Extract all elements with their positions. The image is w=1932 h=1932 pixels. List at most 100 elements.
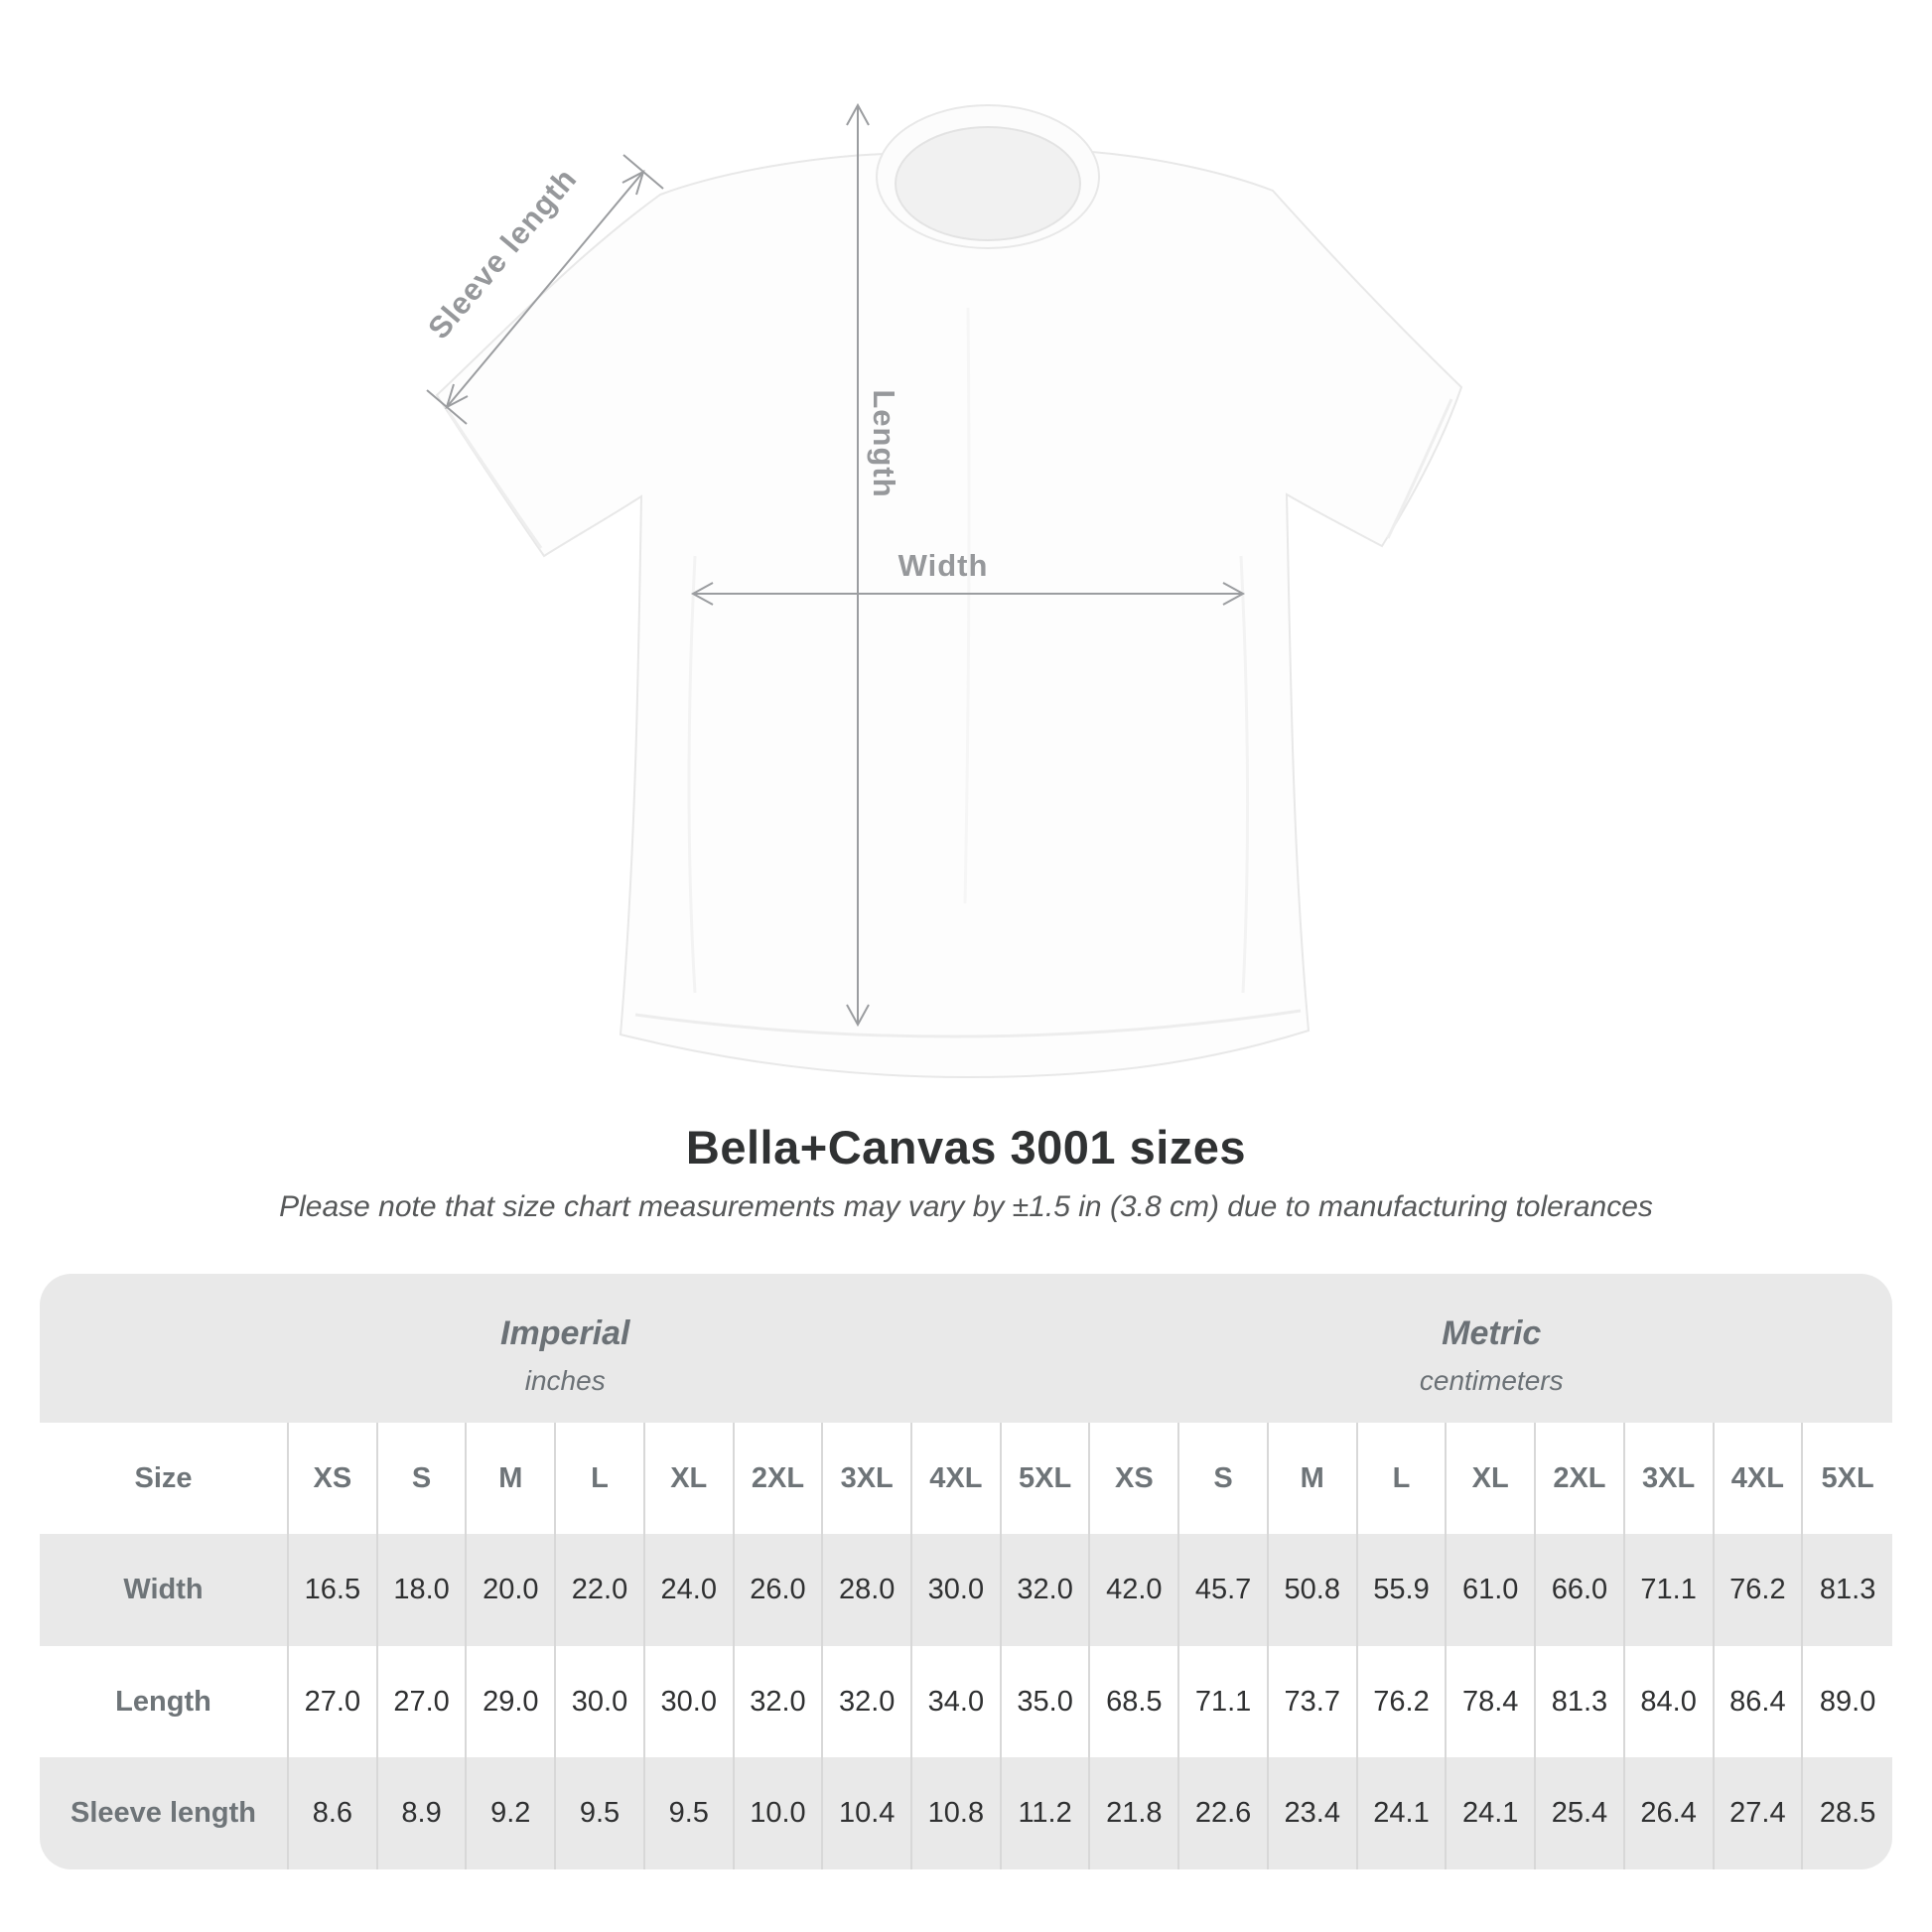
size-header-row: Size XS S M L XL 2XL 3XL 4XL 5XL XS S M … [40,1423,1892,1534]
collar-opening [895,126,1081,241]
cell: 30.0 [645,1646,735,1757]
size-col-header: S [1179,1423,1269,1534]
size-col-header: 5XL [1821,1461,1874,1494]
cell: 55.9 [1358,1534,1448,1646]
page-title: Bella+Canvas 3001 sizes [685,1121,1247,1173]
row-label: Length [40,1646,289,1757]
width-annotation: Width [690,548,1246,606]
cell: 25.4 [1536,1757,1625,1869]
cell: 18.0 [378,1534,468,1646]
row-label: Sleeve length [40,1757,289,1869]
cell: 45.7 [1179,1534,1269,1646]
cell: 61.0 [1447,1534,1537,1646]
size-col-header: M [1269,1423,1358,1534]
tshirt-measurement-diagram: Sleeve length Length Width [421,102,1463,1079]
tshirt-illustration [435,104,1463,1079]
size-col-header: XS [1090,1423,1180,1534]
cell: 66.0 [1536,1534,1625,1646]
cell: 28.5 [1819,1797,1876,1829]
cell: 28.0 [823,1534,913,1646]
fabric-shading [447,307,1453,1038]
cell: 68.5 [1090,1646,1180,1757]
cell: 81.3 [1536,1646,1625,1757]
cell: 9.2 [467,1757,557,1869]
cell: 24.1 [1447,1757,1537,1869]
cell: 27.4 [1715,1757,1804,1869]
cell: 78.4 [1447,1646,1537,1757]
cell: 11.2 [1002,1757,1091,1869]
tshirt-body [435,150,1463,1079]
size-col-header: S [378,1423,468,1534]
cell: 30.0 [912,1534,1002,1646]
cell: 22.6 [1179,1757,1269,1869]
metric-sublabel: centimeters [1419,1364,1564,1396]
table-row-width: Width 16.5 18.0 20.0 22.0 24.0 26.0 28.0… [40,1534,1892,1646]
cell: 32.0 [1002,1534,1091,1646]
cell: 35.0 [1002,1646,1091,1757]
table-row-length: Length 27.0 27.0 29.0 30.0 30.0 32.0 32.… [40,1646,1892,1757]
cell: 22.0 [556,1534,645,1646]
cell: 73.7 [1269,1646,1358,1757]
cell: 32.0 [823,1646,913,1757]
cell: 27.0 [289,1646,378,1757]
cell: 26.0 [735,1534,824,1646]
table-row-sleeve-length: Sleeve length 8.6 8.9 9.2 9.5 9.5 10.0 1… [40,1757,1892,1869]
size-col-header: L [1358,1423,1448,1534]
cell: 26.4 [1625,1757,1715,1869]
length-label: Length [867,389,901,497]
cell: 34.0 [912,1646,1002,1757]
cell: 9.5 [645,1757,735,1869]
size-col-header: 4XL [912,1423,1002,1534]
size-col-header: 3XL [1625,1423,1715,1534]
cell: 27.0 [378,1646,468,1757]
imperial-header: Imperial inches [40,1274,1090,1423]
metric-label: Metric [1442,1313,1542,1352]
cell: 24.0 [645,1534,735,1646]
sleeve-length-end-tick [622,154,664,190]
cell: 24.1 [1358,1757,1448,1869]
cell: 84.0 [1625,1646,1715,1757]
cell: 9.5 [556,1757,645,1869]
size-corner-label: Size [40,1423,289,1534]
cell: 29.0 [467,1646,557,1757]
row-label: Width [40,1534,289,1646]
imperial-label: Imperial [500,1313,630,1352]
cell: 30.0 [556,1646,645,1757]
cell: 20.0 [467,1534,557,1646]
caption-block: Bella+Canvas 3001 sizes Please note that… [0,1120,1932,1224]
cell: 10.0 [735,1757,824,1869]
size-col-header: XL [645,1423,735,1534]
cell: 8.9 [378,1757,468,1869]
size-col-header: XS [289,1423,378,1534]
cell: 42.0 [1090,1534,1180,1646]
size-col-header: 5XL [1002,1423,1091,1534]
imperial-sublabel: inches [524,1364,606,1396]
sleeve-length-arrow [446,171,644,408]
size-col-header: 4XL [1715,1423,1804,1534]
cell: 50.8 [1269,1534,1358,1646]
cell: 23.4 [1269,1757,1358,1869]
size-col-header: L [556,1423,645,1534]
cell: 16.5 [289,1534,378,1646]
size-col-header: 2XL [1536,1423,1625,1534]
cell: 8.6 [289,1757,378,1869]
cell: 32.0 [735,1646,824,1757]
length-annotation: Length [846,102,901,1028]
cell: 86.4 [1715,1646,1804,1757]
metric-header: Metric centimeters [1090,1274,1892,1423]
tolerance-note: Please note that size chart measurements… [279,1190,1653,1223]
cell: 89.0 [1819,1685,1876,1718]
size-col-header: M [467,1423,557,1534]
size-col-header: XL [1447,1423,1537,1534]
size-table: Imperial inches Metric centimeters Size … [40,1274,1892,1869]
cell: 76.2 [1358,1646,1448,1757]
cell: 71.1 [1625,1534,1715,1646]
cell: 71.1 [1179,1646,1269,1757]
cell: 81.3 [1819,1574,1876,1605]
size-table-card: Imperial inches Metric centimeters Size … [40,1274,1892,1869]
sleeve-length-end-tick [426,389,468,425]
cell: 76.2 [1715,1534,1804,1646]
unit-header-row: Imperial inches Metric centimeters [40,1274,1892,1423]
size-col-header: 3XL [823,1423,913,1534]
